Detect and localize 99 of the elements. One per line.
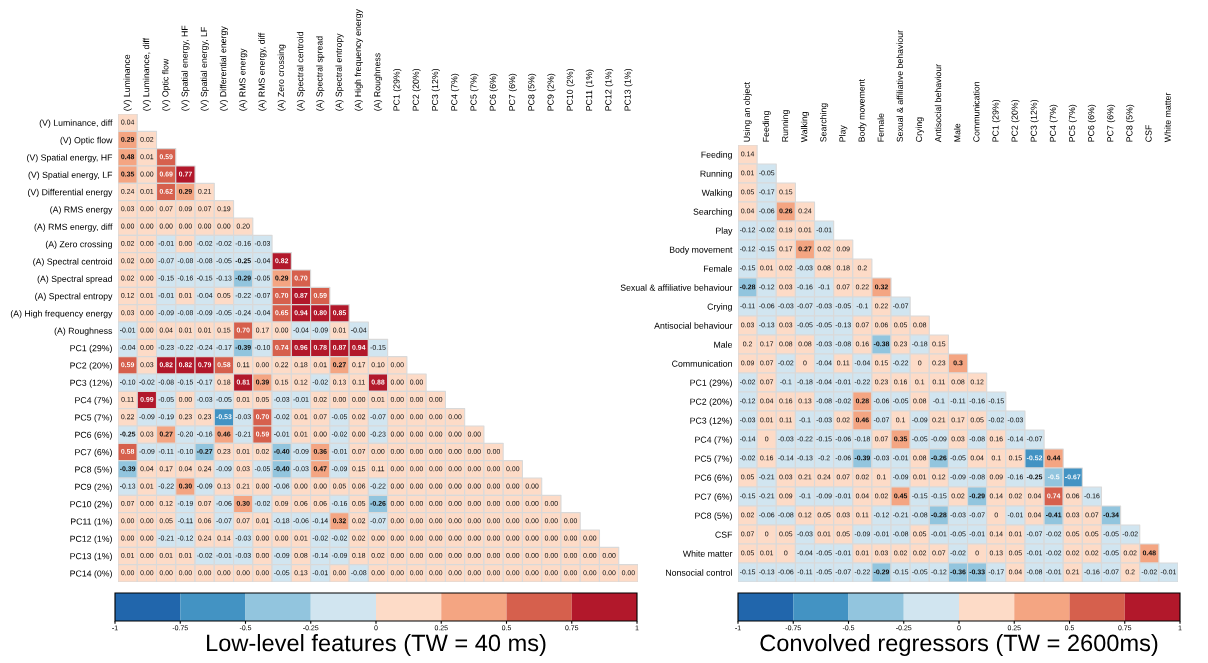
y-tick-label: (V) Spatial energy, HF [27, 154, 113, 163]
x-tick-label: (A) Spectral centroid [296, 32, 306, 111]
y-tick-label: PC13 (1%) [70, 552, 112, 561]
x-tick-label: PC6 (6%) [489, 73, 498, 111]
y-tick-label: PC3 (12%) [690, 417, 732, 426]
x-tick-label: Searching [820, 103, 829, 142]
x-tick-label: PC3 (12%) [431, 68, 440, 111]
x-tick-label: PC2 (20%) [412, 68, 421, 111]
y-tick-label: Crying [707, 303, 732, 312]
x-tick-label: Communication [973, 82, 980, 142]
y-tick-label: PC4 (7%) [695, 436, 732, 445]
y-tick-label: PC5 (7%) [695, 455, 732, 464]
y-tick-label: Female [703, 265, 733, 272]
y-tick-label: Communication [672, 360, 732, 367]
x-tick-label: (A) Zero crossing [277, 44, 286, 111]
y-tick-label: PC10 (2%) [70, 500, 112, 509]
y-tick-label: PC8 (5%) [695, 512, 732, 521]
y-tick-label: Play [716, 227, 733, 236]
y-tick-label: PC4 (7%) [75, 396, 112, 405]
y-tick-label: PC8 (5%) [75, 466, 112, 475]
x-tick-label: PC4 (7%) [450, 73, 460, 111]
x-tick-label: (A) RMS energy, diff [258, 32, 267, 111]
x-tick-label: PC5 (7%) [1068, 104, 1077, 142]
y-tick-label: Nonsocial control [666, 569, 732, 576]
x-tick-label: PC11 (1%) [585, 69, 594, 111]
x-tick-label: PC4 (7%) [1049, 104, 1058, 142]
x-tick-label: PC8 (5%) [1126, 104, 1135, 142]
x-tick-label: (V) Differential energy [219, 26, 228, 111]
y-tick-label: (A) RMS energy [50, 206, 113, 215]
x-tick-label: PC13 (1%) [624, 68, 633, 111]
y-tick-label: Antisocial behaviour [654, 322, 733, 329]
x-tick-label: (A) Roughness [373, 53, 383, 111]
x-tick-label: (V) Spatial energy, LF [200, 27, 209, 111]
x-tick-label: PC8 (5%) [528, 73, 537, 111]
y-tick-label: (V) Spatial energy, LF [28, 171, 113, 180]
x-tick-label: (A) RMS energy [239, 48, 248, 111]
x-tick-label: PC3 (12%) [1030, 99, 1039, 142]
x-tick-label: (A) Spectral spread [316, 36, 325, 111]
y-tick-label: PC9 (2%) [75, 483, 112, 492]
y-tick-label: (A) Spectral centroid [33, 258, 112, 267]
x-tick-label: (A) High frequency energy [354, 9, 363, 111]
x-tick-label: (V) Luminance [123, 54, 132, 111]
y-tick-label: (A) High frequency energy [10, 310, 113, 319]
x-tick-label: PC5 (7%) [470, 73, 479, 111]
y-tick-label: PC2 (20%) [690, 398, 732, 407]
x-tick-label: Female [877, 113, 884, 142]
y-tick-label: Body movement [669, 246, 733, 255]
x-tick-label: Feeding [762, 111, 771, 142]
y-tick-label: (A) Zero crossing [45, 240, 112, 249]
y-tick-label: PC7 (6%) [695, 493, 732, 502]
x-tick-label: PC7 (6%) [1106, 104, 1116, 142]
x-tick-label: PC1 (29%) [393, 68, 402, 111]
x-tick-label: PC10 (2%) [566, 68, 575, 111]
y-tick-label: PC14 (0%) [70, 570, 112, 579]
y-tick-label: PC5 (7%) [75, 414, 112, 423]
x-tick-label: PC1 (29%) [992, 99, 1001, 142]
y-tick-label: (A) RMS energy, diff [34, 223, 113, 232]
y-tick-label: Searching [693, 208, 732, 217]
x-tick-label: (V) Spatial energy, HF [181, 25, 190, 111]
x-tick-label: (A) Spectral entropy [335, 33, 344, 111]
x-tick-label: Male [953, 123, 961, 142]
x-tick-label: Using an object [743, 81, 752, 142]
text: Convolved regressors (TW = 2600ms) [760, 633, 1158, 657]
x-tick-label: Sexual & affiliative behaviour [896, 30, 903, 142]
y-tick-label: (A) Roughness [54, 327, 113, 336]
y-tick-label: PC3 (12%) [70, 379, 112, 388]
x-tick-label: White matter [1164, 92, 1171, 143]
y-tick-label: CSF [715, 531, 733, 538]
x-tick-label: Walking [800, 111, 810, 143]
y-tick-label: PC12 (1%) [70, 535, 112, 544]
x-tick-label: PC7 (6%) [508, 73, 517, 111]
x-tick-label: PC12 (1%) [605, 68, 614, 111]
y-tick-label: PC7 (6%) [75, 448, 112, 457]
x-tick-label: Antisocial behaviour [934, 64, 942, 143]
y-tick-label: Male [714, 341, 733, 348]
y-tick-label: Feeding [701, 151, 732, 160]
y-tick-label: PC1 (29%) [690, 379, 732, 388]
x-tick-label: PC9 (2%) [547, 73, 556, 111]
y-tick-label: Walking [701, 189, 732, 198]
text: Low-level features (TW = 40 ms) [207, 633, 546, 656]
x-tick-label: CSF [1145, 125, 1152, 142]
y-tick-label: (V) Differential energy [28, 188, 113, 197]
y-tick-label: PC1 (29%) [70, 344, 112, 353]
y-tick-label: (A) Spectral entropy [35, 292, 113, 301]
y-tick-label: PC6 (6%) [75, 431, 112, 440]
y-tick-label: PC11 (1%) [71, 518, 112, 527]
y-tick-label: (A) Spectral spread [37, 275, 112, 284]
y-tick-label: White matter [682, 550, 733, 557]
y-tick-label: Running [700, 170, 732, 179]
x-tick-label: Body movement [858, 79, 867, 142]
y-tick-label: PC2 (20%) [70, 362, 112, 371]
x-tick-label: Running [781, 110, 790, 142]
x-tick-label: PC2 (20%) [1011, 99, 1020, 142]
y-tick-label: PC6 (6%) [695, 474, 732, 483]
x-tick-label: Crying [915, 117, 924, 142]
x-tick-label: (V) Optic flow [162, 58, 171, 111]
x-tick-label: PC6 (6%) [1087, 104, 1096, 142]
x-tick-label: Play [839, 125, 848, 142]
y-tick-label: Sexual & affiliative behaviour [620, 284, 733, 291]
